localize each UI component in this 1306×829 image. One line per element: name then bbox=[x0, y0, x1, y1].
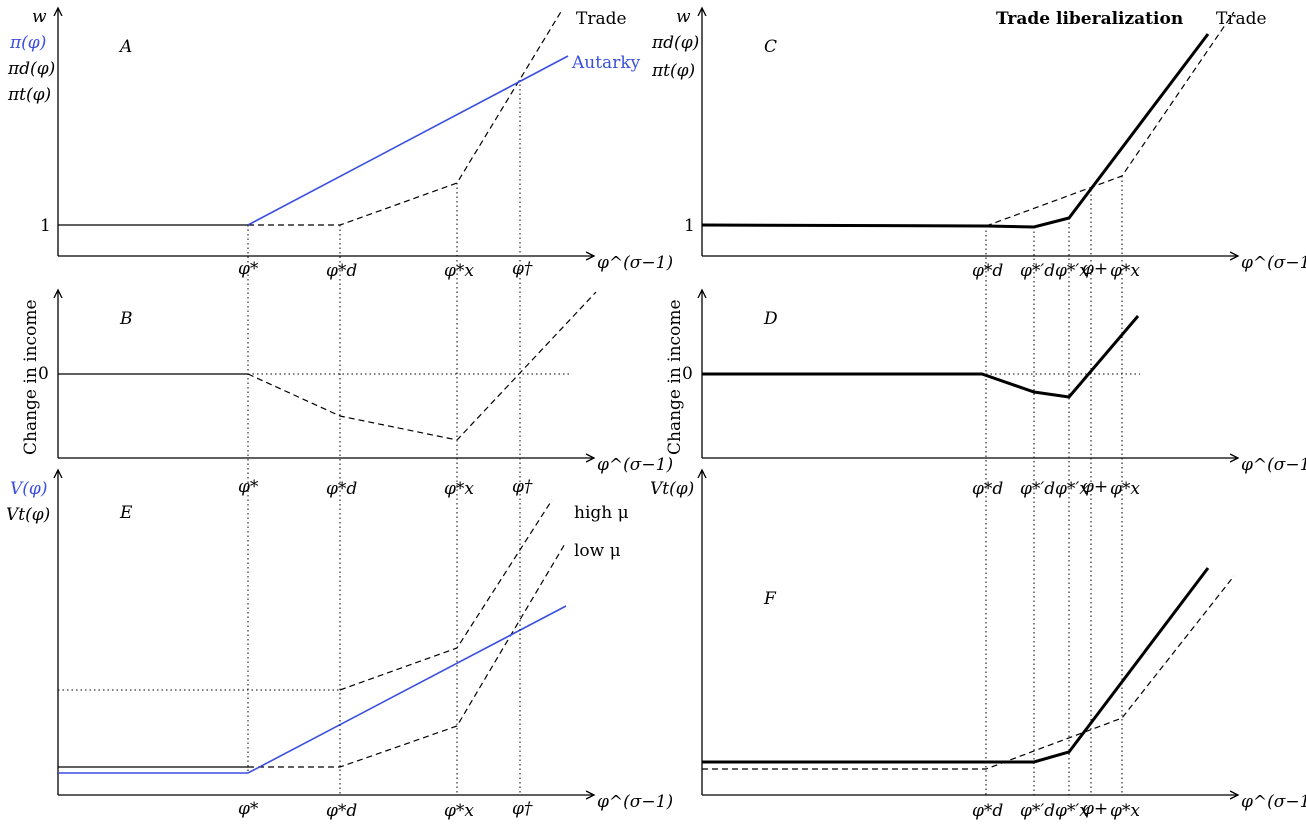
panel-e-low-mu-curve bbox=[248, 541, 567, 768]
panel-d-tick-phix: φ*x bbox=[1110, 479, 1140, 499]
left-column-guides: φ* φ*d φ*x φ† bbox=[238, 225, 533, 795]
panel-c-tick-phiplus: φ+ bbox=[1082, 259, 1108, 279]
panel-a-tick-phix: φ*x bbox=[444, 261, 474, 281]
panel-a-tick-phid: φ*d bbox=[326, 261, 357, 281]
panel-f-liberalized-curve bbox=[702, 567, 1210, 764]
panel-f: Vt(φ) F φ^(σ−1) φ*d φ*′d φ*′x φ+ φ*x bbox=[650, 470, 1306, 821]
panel-c-ylabel-pit: πt(φ) bbox=[651, 61, 695, 81]
panel-d-change-curve bbox=[702, 315, 1140, 399]
panel-d-letter: D bbox=[763, 309, 778, 329]
panel-b-tick-phix: φ*x bbox=[444, 479, 474, 499]
panel-d-y-tick-0: 0 bbox=[682, 364, 693, 384]
panel-c-liberalized-curve bbox=[701, 33, 1210, 229]
panel-e: V(φ) Vt(φ) E high μ low μ φ^(σ−1) φ* φ*d… bbox=[6, 470, 673, 821]
panel-b: Change in income 0 B φ^(σ−1) bbox=[21, 290, 673, 475]
panel-d-x-axis-label: φ^(σ−1) bbox=[1241, 455, 1306, 475]
right-column-guides: φ*d φ*′d φ*′x φ+ φ*x bbox=[972, 218, 1140, 795]
panel-e-x-axis-label: φ^(σ−1) bbox=[597, 792, 673, 812]
panel-f-ylabel-vt: Vt(φ) bbox=[650, 479, 694, 499]
panel-b-letter: B bbox=[119, 309, 133, 329]
panel-b-y-tick-0: 0 bbox=[38, 364, 49, 384]
panel-a-trade-label: Trade bbox=[576, 9, 627, 29]
panel-b-tick-phidagger: φ† bbox=[512, 477, 533, 497]
panel-c-old-trade-curve bbox=[985, 11, 1235, 227]
panel-c-x-axis-label: φ^(σ−1) bbox=[1241, 253, 1306, 273]
panel-c-ylabel-pid: πd(φ) bbox=[651, 33, 699, 53]
panel-e-autarky-curve bbox=[58, 605, 567, 774]
panel-b-tick-phid: φ*d bbox=[326, 479, 357, 499]
panel-a-x-axis-label: φ^(σ−1) bbox=[597, 253, 673, 273]
panel-a-autarky-curve bbox=[247, 55, 569, 226]
panel-c-tick-phid: φ*d bbox=[972, 261, 1003, 281]
panel-a: w π(φ) πd(φ) πt(φ) 1 A Trade Autarky φ^(… bbox=[7, 7, 673, 281]
panel-d: Change in income 0 D φ^(σ−1) bbox=[665, 290, 1306, 475]
panel-f-letter: F bbox=[763, 589, 777, 609]
panel-f-tick-phiplus: φ+ bbox=[1082, 799, 1108, 819]
panel-f-tick-phix: φ*x bbox=[1110, 801, 1140, 821]
panel-e-tick-phix: φ*x bbox=[444, 801, 474, 821]
panel-a-trade-curve bbox=[248, 9, 563, 226]
panel-d-ylabel: Change in income bbox=[665, 300, 685, 456]
panel-a-ylabel-w: w bbox=[32, 7, 47, 27]
panel-c-tick-phid-prime: φ*′d bbox=[1020, 261, 1055, 281]
panel-c-ylabel-w: w bbox=[676, 7, 691, 27]
panel-c-trade-label: Trade bbox=[1216, 9, 1267, 29]
panel-a-ylabel-pid: πd(φ) bbox=[7, 59, 55, 79]
panel-e-ylabel-v: V(φ) bbox=[10, 479, 47, 499]
panel-c-letter: C bbox=[764, 37, 777, 57]
panel-a-autarky-label: Autarky bbox=[571, 53, 641, 73]
panel-a-ylabel-pi: π(φ) bbox=[9, 33, 46, 53]
panel-a-y-tick-1: 1 bbox=[40, 216, 51, 236]
panel-b-change-curve bbox=[247, 291, 597, 441]
panel-e-high-mu-label: high μ bbox=[574, 503, 629, 523]
panel-b-x-axis-label: φ^(σ−1) bbox=[597, 455, 673, 475]
panel-f-x-axis-label: φ^(σ−1) bbox=[1241, 792, 1306, 812]
panel-a-ylabel-pit: πt(φ) bbox=[7, 85, 51, 105]
panel-f-old-trade-curve bbox=[702, 575, 1235, 770]
panel-e-tick-phistar: φ* bbox=[238, 799, 259, 819]
panel-e-letter: E bbox=[119, 503, 133, 523]
panel-e-tick-phid: φ*d bbox=[326, 801, 357, 821]
panel-a-tick-phistar: φ* bbox=[238, 259, 259, 279]
panel-d-tick-phid: φ*d bbox=[972, 479, 1003, 499]
panel-c-y-tick-1: 1 bbox=[684, 216, 695, 236]
panel-f-tick-phid-prime: φ*′d bbox=[1020, 801, 1055, 821]
panel-d-tick-phid-prime: φ*′d bbox=[1020, 479, 1055, 499]
panel-c: w πd(φ) πt(φ) 1 C Trade liberalization T… bbox=[651, 7, 1306, 281]
panel-d-tick-phix-prime: φ*′x bbox=[1055, 479, 1089, 499]
panel-c-title: Trade liberalization bbox=[996, 9, 1183, 29]
panel-e-low-mu-label: low μ bbox=[574, 541, 621, 561]
panel-c-tick-phix-prime: φ*′x bbox=[1055, 261, 1089, 281]
panel-c-tick-phix: φ*x bbox=[1110, 261, 1140, 281]
panel-f-tick-phix-prime: φ*′x bbox=[1055, 801, 1089, 821]
panel-f-tick-phid: φ*d bbox=[972, 801, 1003, 821]
panel-b-tick-phistar: φ* bbox=[238, 477, 259, 497]
panel-a-tick-phidagger: φ† bbox=[512, 259, 533, 279]
panel-d-tick-phiplus: φ+ bbox=[1082, 477, 1108, 497]
panel-e-tick-phidagger: φ† bbox=[512, 799, 533, 819]
panel-a-letter: A bbox=[118, 37, 132, 57]
panel-b-ylabel: Change in income bbox=[21, 300, 41, 456]
panel-e-ylabel-vt: Vt(φ) bbox=[6, 505, 50, 525]
